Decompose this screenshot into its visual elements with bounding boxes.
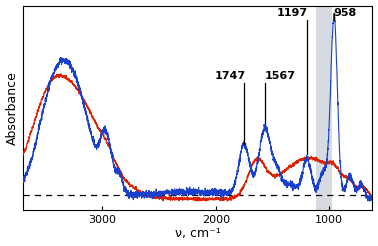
Bar [316,6,332,210]
Text: 1197: 1197 [277,8,308,18]
Text: 1567: 1567 [264,72,295,81]
Y-axis label: Absorbance: Absorbance [6,71,19,145]
Text: 1747: 1747 [214,72,245,81]
X-axis label: ν, cm⁻¹: ν, cm⁻¹ [175,228,220,240]
Text: 958: 958 [333,8,357,18]
